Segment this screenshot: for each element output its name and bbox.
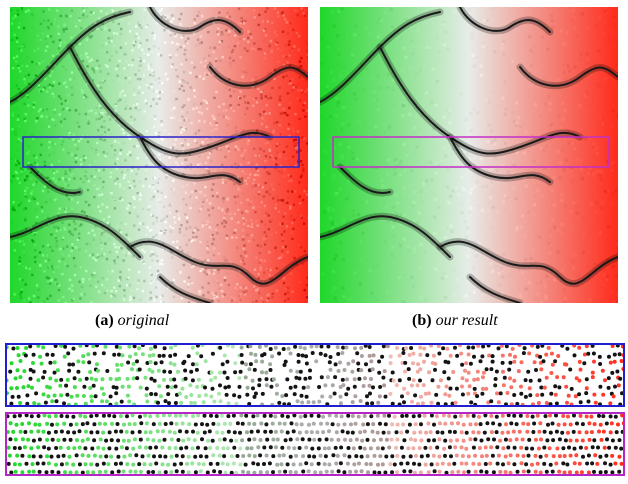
strip-border: [5, 412, 625, 476]
original-dot-pattern: [5, 343, 625, 407]
texture-specks: [320, 7, 618, 303]
result-dot-pattern: [5, 412, 625, 476]
crack-lines: [10, 7, 308, 303]
original-image-panel: [10, 7, 308, 303]
caption-a-label: (a): [95, 312, 114, 329]
selection-box: [22, 136, 300, 168]
caption-result: (b) our result: [412, 312, 498, 330]
caption-original: (a) original: [95, 312, 169, 330]
result-image: [320, 7, 618, 303]
caption-b-text: our result: [435, 312, 498, 329]
crack-lines: [320, 7, 618, 303]
texture-specks: [10, 7, 308, 303]
original-image: [10, 7, 308, 303]
selection-box: [332, 136, 610, 168]
result-dot-strip: [5, 412, 625, 476]
strip-border: [5, 343, 625, 407]
caption-b-label: (b): [412, 312, 432, 329]
result-image-panel: [320, 7, 618, 303]
dots: [5, 343, 625, 407]
original-dot-strip: [5, 343, 625, 407]
dots: [5, 413, 625, 475]
caption-a-text: original: [117, 312, 170, 329]
